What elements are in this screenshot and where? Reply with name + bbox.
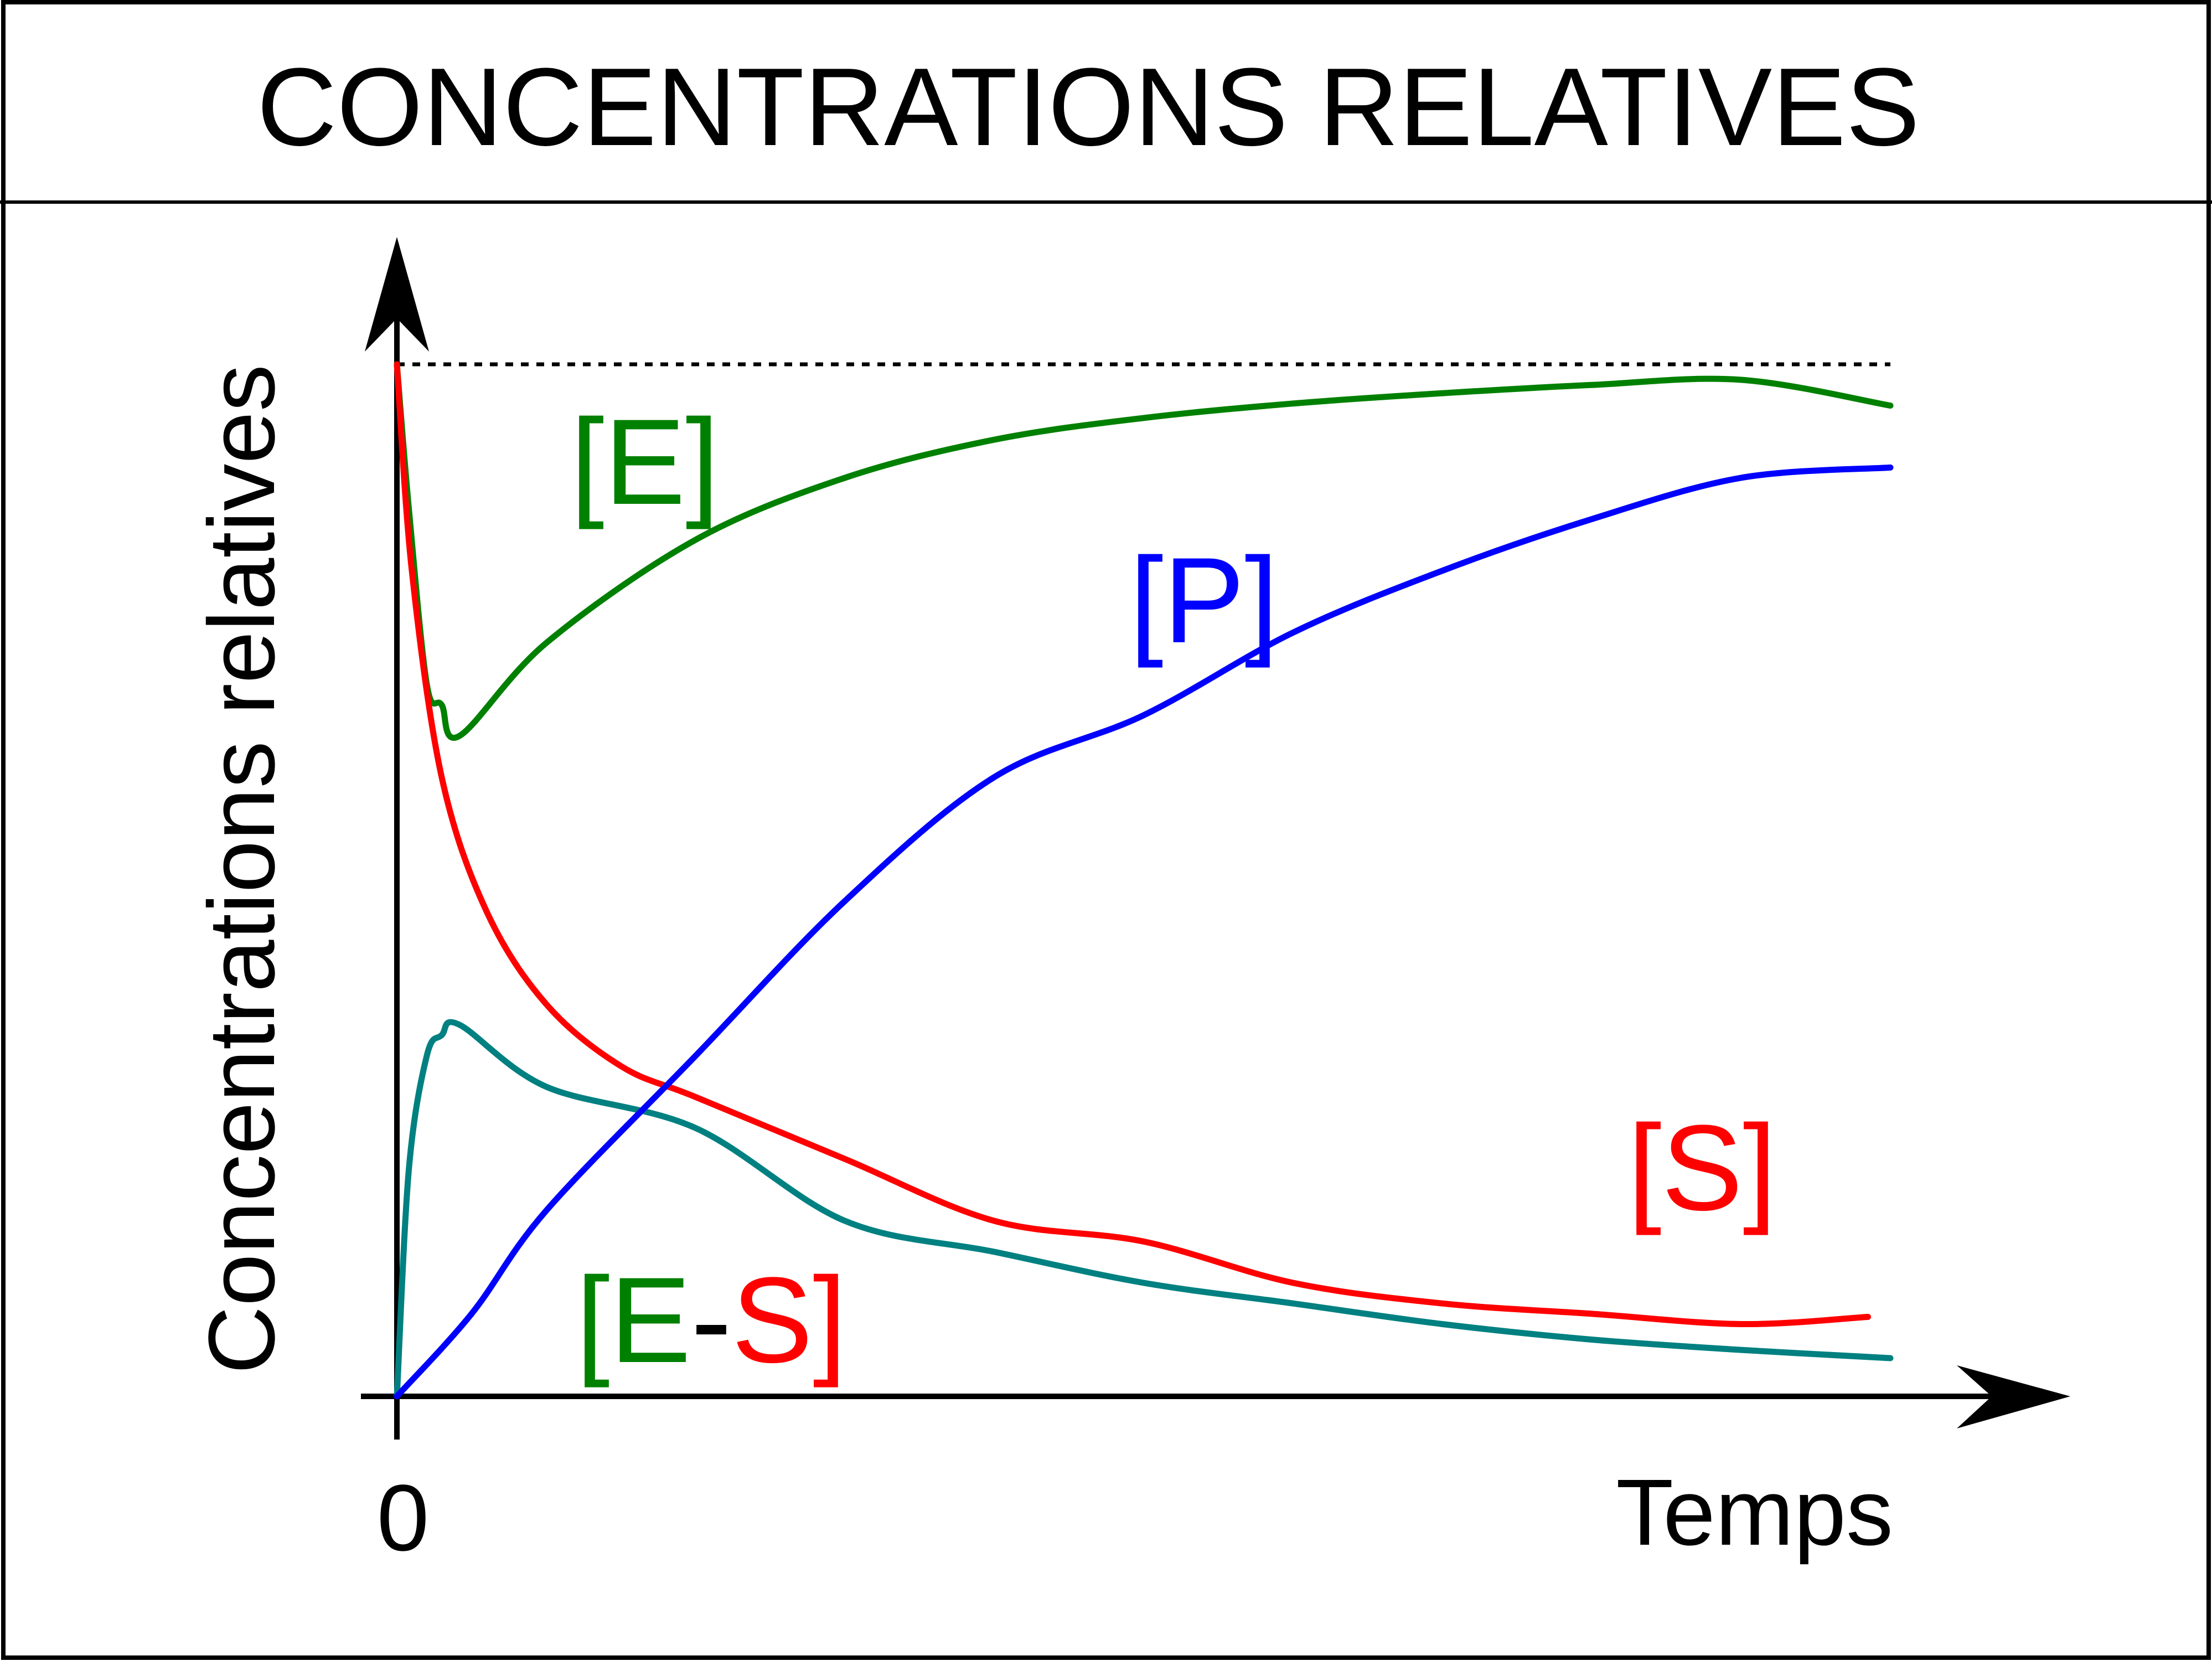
x-axis-label: Temps bbox=[1616, 1460, 1893, 1565]
chart-title: CONCENTRATIONS RELATIVES bbox=[257, 45, 1920, 169]
series-label-s: [S] bbox=[1628, 1100, 1777, 1236]
x-axis-arrow bbox=[1957, 1365, 2070, 1428]
x-tick-label-0: 0 bbox=[377, 1466, 430, 1571]
series-line-s bbox=[394, 361, 1871, 1328]
series-layer bbox=[394, 361, 1894, 1400]
series-label-p: [P] bbox=[1130, 532, 1279, 668]
series-line-es bbox=[394, 1019, 1894, 1400]
y-axis-label: Concentrations relatives bbox=[189, 364, 294, 1374]
label-es-bracket-open: [ bbox=[576, 1252, 609, 1388]
series-line-p bbox=[394, 464, 1894, 1400]
label-es-s: S bbox=[732, 1252, 813, 1388]
y-axis-arrow bbox=[365, 237, 429, 352]
series-label-e: [E] bbox=[571, 394, 720, 530]
series-label-es: [E-S] bbox=[576, 1252, 846, 1388]
label-es-e: E bbox=[610, 1252, 691, 1388]
label-es-dash: - bbox=[691, 1252, 731, 1388]
label-es-bracket-close: ] bbox=[813, 1252, 846, 1388]
